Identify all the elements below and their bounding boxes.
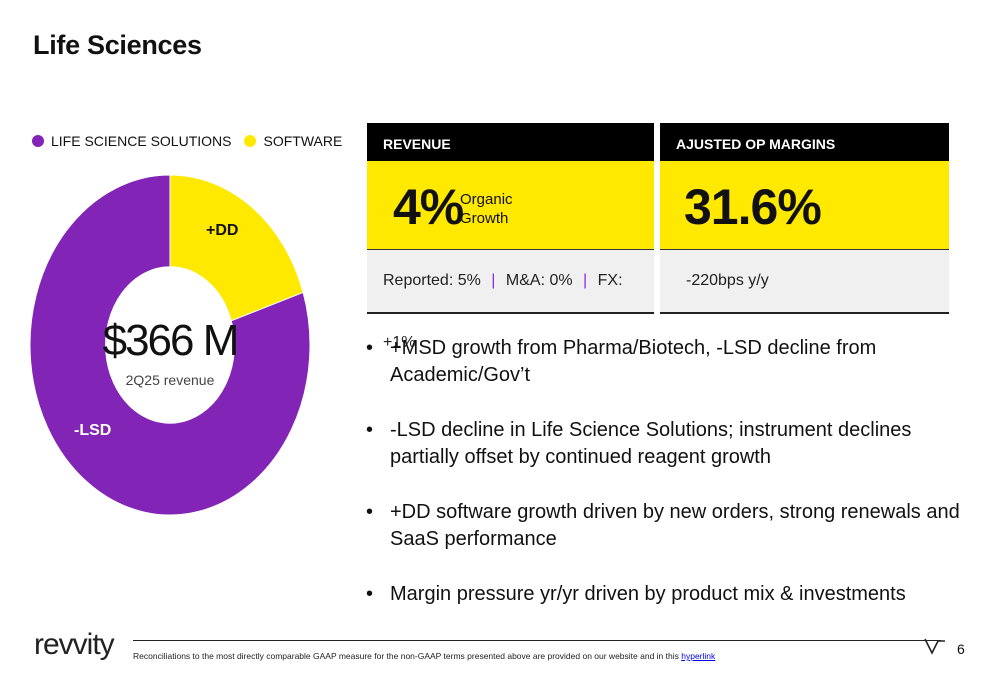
revvity-logo: revvity <box>34 628 115 661</box>
ma-growth: M&A: 0% <box>505 272 573 289</box>
segment-label-software: +DD <box>206 222 239 239</box>
revenue-donut-chart: $366 M 2Q25 revenue +DD -LSD <box>28 170 318 520</box>
separator: | <box>583 272 588 289</box>
donut-slice-life-science-solutions <box>29 174 311 516</box>
organic-label-line2: Growth <box>460 210 509 227</box>
legend-swatch-purple <box>32 135 44 147</box>
footer-note-text: Reconciliations to the most directly com… <box>133 651 682 661</box>
margin-card-value-panel: 31.6% <box>660 161 949 250</box>
legend-label: LIFE SCIENCE SOLUTIONS <box>51 133 232 149</box>
margin-value: 31.6% <box>684 179 822 235</box>
donut-svg <box>29 174 311 516</box>
bullet-item: Margin pressure yr/yr driven by product … <box>366 581 966 608</box>
revenue-card-value-panel: 4% Organic Growth <box>367 161 654 250</box>
reported-growth: Reported: 5% <box>383 272 481 289</box>
legend-item-software: SOFTWARE <box>244 133 342 149</box>
revenue-card-header: REVENUE <box>367 123 654 161</box>
page-number: 6 <box>957 641 965 657</box>
bullet-item: +MSD growth from Pharma/Biotech, -LSD de… <box>366 335 966 389</box>
donut-center-label: 2Q25 revenue <box>125 372 215 388</box>
footer-hyperlink[interactable]: hyperlink <box>681 651 716 661</box>
revenue-growth-value: 4% <box>393 179 464 235</box>
organic-growth-label: Organic Growth <box>460 190 513 228</box>
legend-swatch-yellow <box>244 135 257 147</box>
legend-label: SOFTWARE <box>263 133 343 149</box>
margin-change: -220bps y/y <box>660 250 949 314</box>
footer-divider <box>133 640 941 641</box>
commentary-bullets: +MSD growth from Pharma/Biotech, -LSD de… <box>366 335 966 636</box>
chevron-mark-icon <box>924 638 945 655</box>
page-title: Life Sciences <box>33 30 202 60</box>
bullet-item: +DD software growth driven by new orders… <box>366 499 966 553</box>
chart-legend: LIFE SCIENCE SOLUTIONS SOFTWARE <box>32 133 355 149</box>
donut-center-value: $366 M <box>102 316 240 365</box>
segment-label-lss: -LSD <box>74 422 112 439</box>
separator: | <box>491 272 496 289</box>
donut-slice-software <box>169 174 304 322</box>
organic-label-line1: Organic <box>460 191 513 208</box>
margin-card-header: AJUSTED OP MARGINS <box>660 123 949 161</box>
revenue-card: REVENUE 4% Organic Growth Reported: 5% |… <box>367 123 654 351</box>
footer-note: Reconciliations to the most directly com… <box>133 651 715 661</box>
revenue-breakdown: Reported: 5% | M&A: 0% | FX: +1% <box>367 250 654 351</box>
legend-item-life-science-solutions: LIFE SCIENCE SOLUTIONS <box>32 133 231 149</box>
bullet-item: -LSD decline in Life Science Solutions; … <box>366 417 966 471</box>
margin-card: AJUSTED OP MARGINS 31.6% -220bps y/y <box>660 123 949 314</box>
